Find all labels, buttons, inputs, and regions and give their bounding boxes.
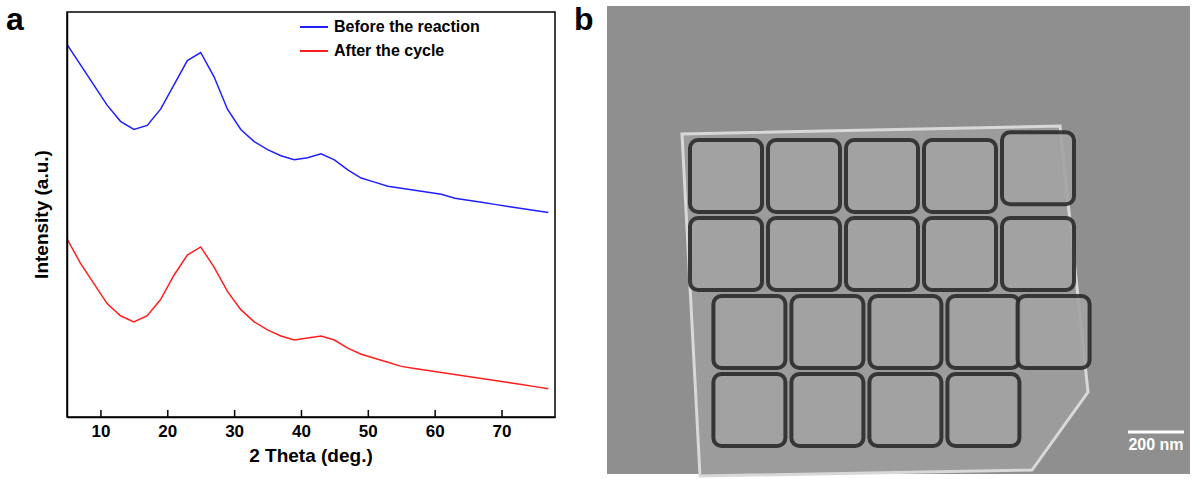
x-tick-mark xyxy=(234,410,236,417)
x-tick: 10 xyxy=(91,410,110,441)
tem-cell xyxy=(713,374,785,446)
tem-cell xyxy=(1018,296,1090,368)
legend: Before the reaction After the cycle xyxy=(300,18,480,59)
tem-cell xyxy=(713,296,785,368)
tem-cell xyxy=(768,140,840,212)
x-axis-title: 2 Theta (deg.) xyxy=(249,445,373,466)
x-tick-mark xyxy=(100,410,102,417)
x-tick-label: 30 xyxy=(225,422,244,441)
tem-cell xyxy=(947,374,1019,446)
legend-label: After the cycle xyxy=(334,42,444,59)
tem-cell xyxy=(768,218,840,290)
x-tick: 60 xyxy=(426,410,445,441)
tem-cell xyxy=(791,374,863,446)
x-tick: 40 xyxy=(292,410,311,441)
scale-bar xyxy=(1128,431,1184,434)
tem-image-background xyxy=(607,6,1190,474)
x-tick-mark xyxy=(167,410,169,417)
x-tick-label: 40 xyxy=(292,422,311,441)
tem-cell xyxy=(869,296,941,368)
x-axis-line xyxy=(68,417,556,419)
x-tick-label: 50 xyxy=(359,422,378,441)
x-tick-mark xyxy=(501,410,503,417)
x-tick: 30 xyxy=(225,410,244,441)
tem-particle xyxy=(682,126,1090,476)
data-line xyxy=(67,44,548,212)
y-axis-line xyxy=(67,13,69,418)
tem-cell xyxy=(947,296,1019,368)
x-tick-mark xyxy=(434,410,436,417)
tem-cell xyxy=(924,140,996,212)
data-line xyxy=(67,239,548,389)
tem-cell xyxy=(1002,132,1074,204)
x-tick-label: 20 xyxy=(158,422,177,441)
panel-label: a xyxy=(6,1,24,37)
x-tick: 20 xyxy=(158,410,177,441)
tem-cell xyxy=(1002,218,1074,290)
tem-cell xyxy=(690,218,762,290)
panel-label: b xyxy=(574,1,594,37)
y-axis xyxy=(67,13,68,418)
tem-cell xyxy=(690,140,762,212)
x-tick-mark xyxy=(301,410,303,417)
x-tick: 50 xyxy=(359,410,378,441)
legend-label: Before the reaction xyxy=(334,18,480,35)
tem-cell xyxy=(846,218,918,290)
y-axis-title: Intensity (a.u.) xyxy=(31,150,52,279)
legend-swatch xyxy=(300,26,328,28)
tem-cell xyxy=(846,140,918,212)
tem-cell xyxy=(869,374,941,446)
x-tick-label: 10 xyxy=(91,422,110,441)
scale-bar-label: 200 nm xyxy=(1128,436,1183,453)
figure: a 10 20 30 40 50 60 70 2 Theta (deg.) Intensity (… xyxy=(0,0,1196,479)
x-tick-label: 70 xyxy=(493,422,512,441)
plot-frame xyxy=(67,12,555,417)
plot-area xyxy=(67,44,548,388)
x-tick-mark xyxy=(368,410,370,417)
tem-cell xyxy=(791,296,863,368)
legend-swatch xyxy=(300,50,328,52)
x-tick: 70 xyxy=(493,410,512,441)
x-tick-label: 60 xyxy=(426,422,445,441)
tem-cell xyxy=(924,218,996,290)
x-axis: 10 20 30 40 50 60 70 xyxy=(68,410,556,441)
